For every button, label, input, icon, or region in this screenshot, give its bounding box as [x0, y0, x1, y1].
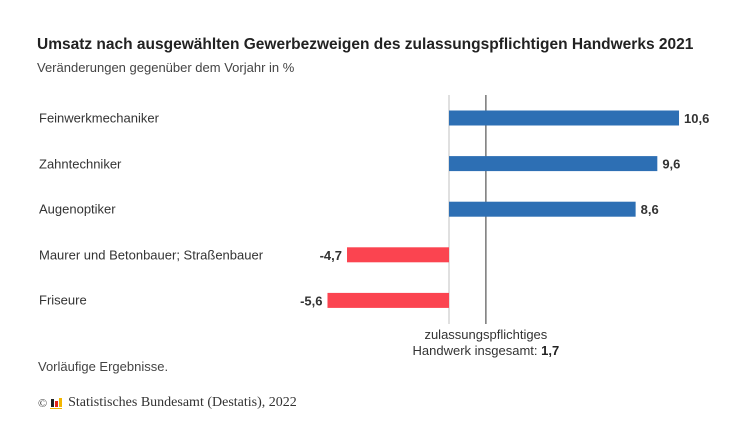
bar-value-label-4: -5,6	[300, 293, 322, 308]
chart-subtitle: Veränderungen gegenüber dem Vorjahr in %	[37, 60, 295, 75]
bar-2	[449, 201, 636, 217]
bar-value-label-2: 8,6	[641, 202, 659, 217]
bar-1	[449, 156, 658, 172]
source-text: Statistisches Bundesamt (Destatis), 2022	[68, 395, 297, 410]
footnote: Vorläufige Ergebnisse.	[38, 359, 169, 374]
bar-4	[327, 292, 449, 308]
reference-label-line2: Handwerk insgesamt:	[412, 343, 538, 358]
bars-group: 10,6 9,6 8,6 -4,7 -5,6	[300, 110, 709, 308]
category-label-1: Zahntechniker	[39, 156, 122, 172]
source-line: © Statistisches Bundesamt (Destatis), 20…	[38, 395, 297, 411]
copyright-symbol: ©	[38, 395, 48, 410]
category-label-4: Friseure	[39, 292, 87, 308]
bar-value-label-1: 9,6	[662, 157, 680, 172]
reference-label: zulassungspflichtiges Handwerk insgesamt…	[413, 327, 560, 359]
category-label-2: Augenoptiker	[39, 201, 116, 217]
bar-0	[449, 110, 680, 126]
category-label-3: Maurer und Betonbauer; Straßenbauer	[39, 247, 264, 263]
reference-value: 1,7	[541, 343, 560, 358]
destatis-logo-icon	[50, 397, 63, 409]
bar-value-label-0: 10,6	[684, 111, 709, 126]
reference-label-line1: zulassungspflichtiges	[424, 327, 548, 342]
bar-value-label-3: -4,7	[320, 248, 342, 263]
chart-title: Umsatz nach ausgewählten Gewerbezweigen …	[37, 36, 694, 53]
bar-3	[347, 247, 449, 263]
category-label-0: Feinwerkmechaniker	[39, 110, 159, 126]
